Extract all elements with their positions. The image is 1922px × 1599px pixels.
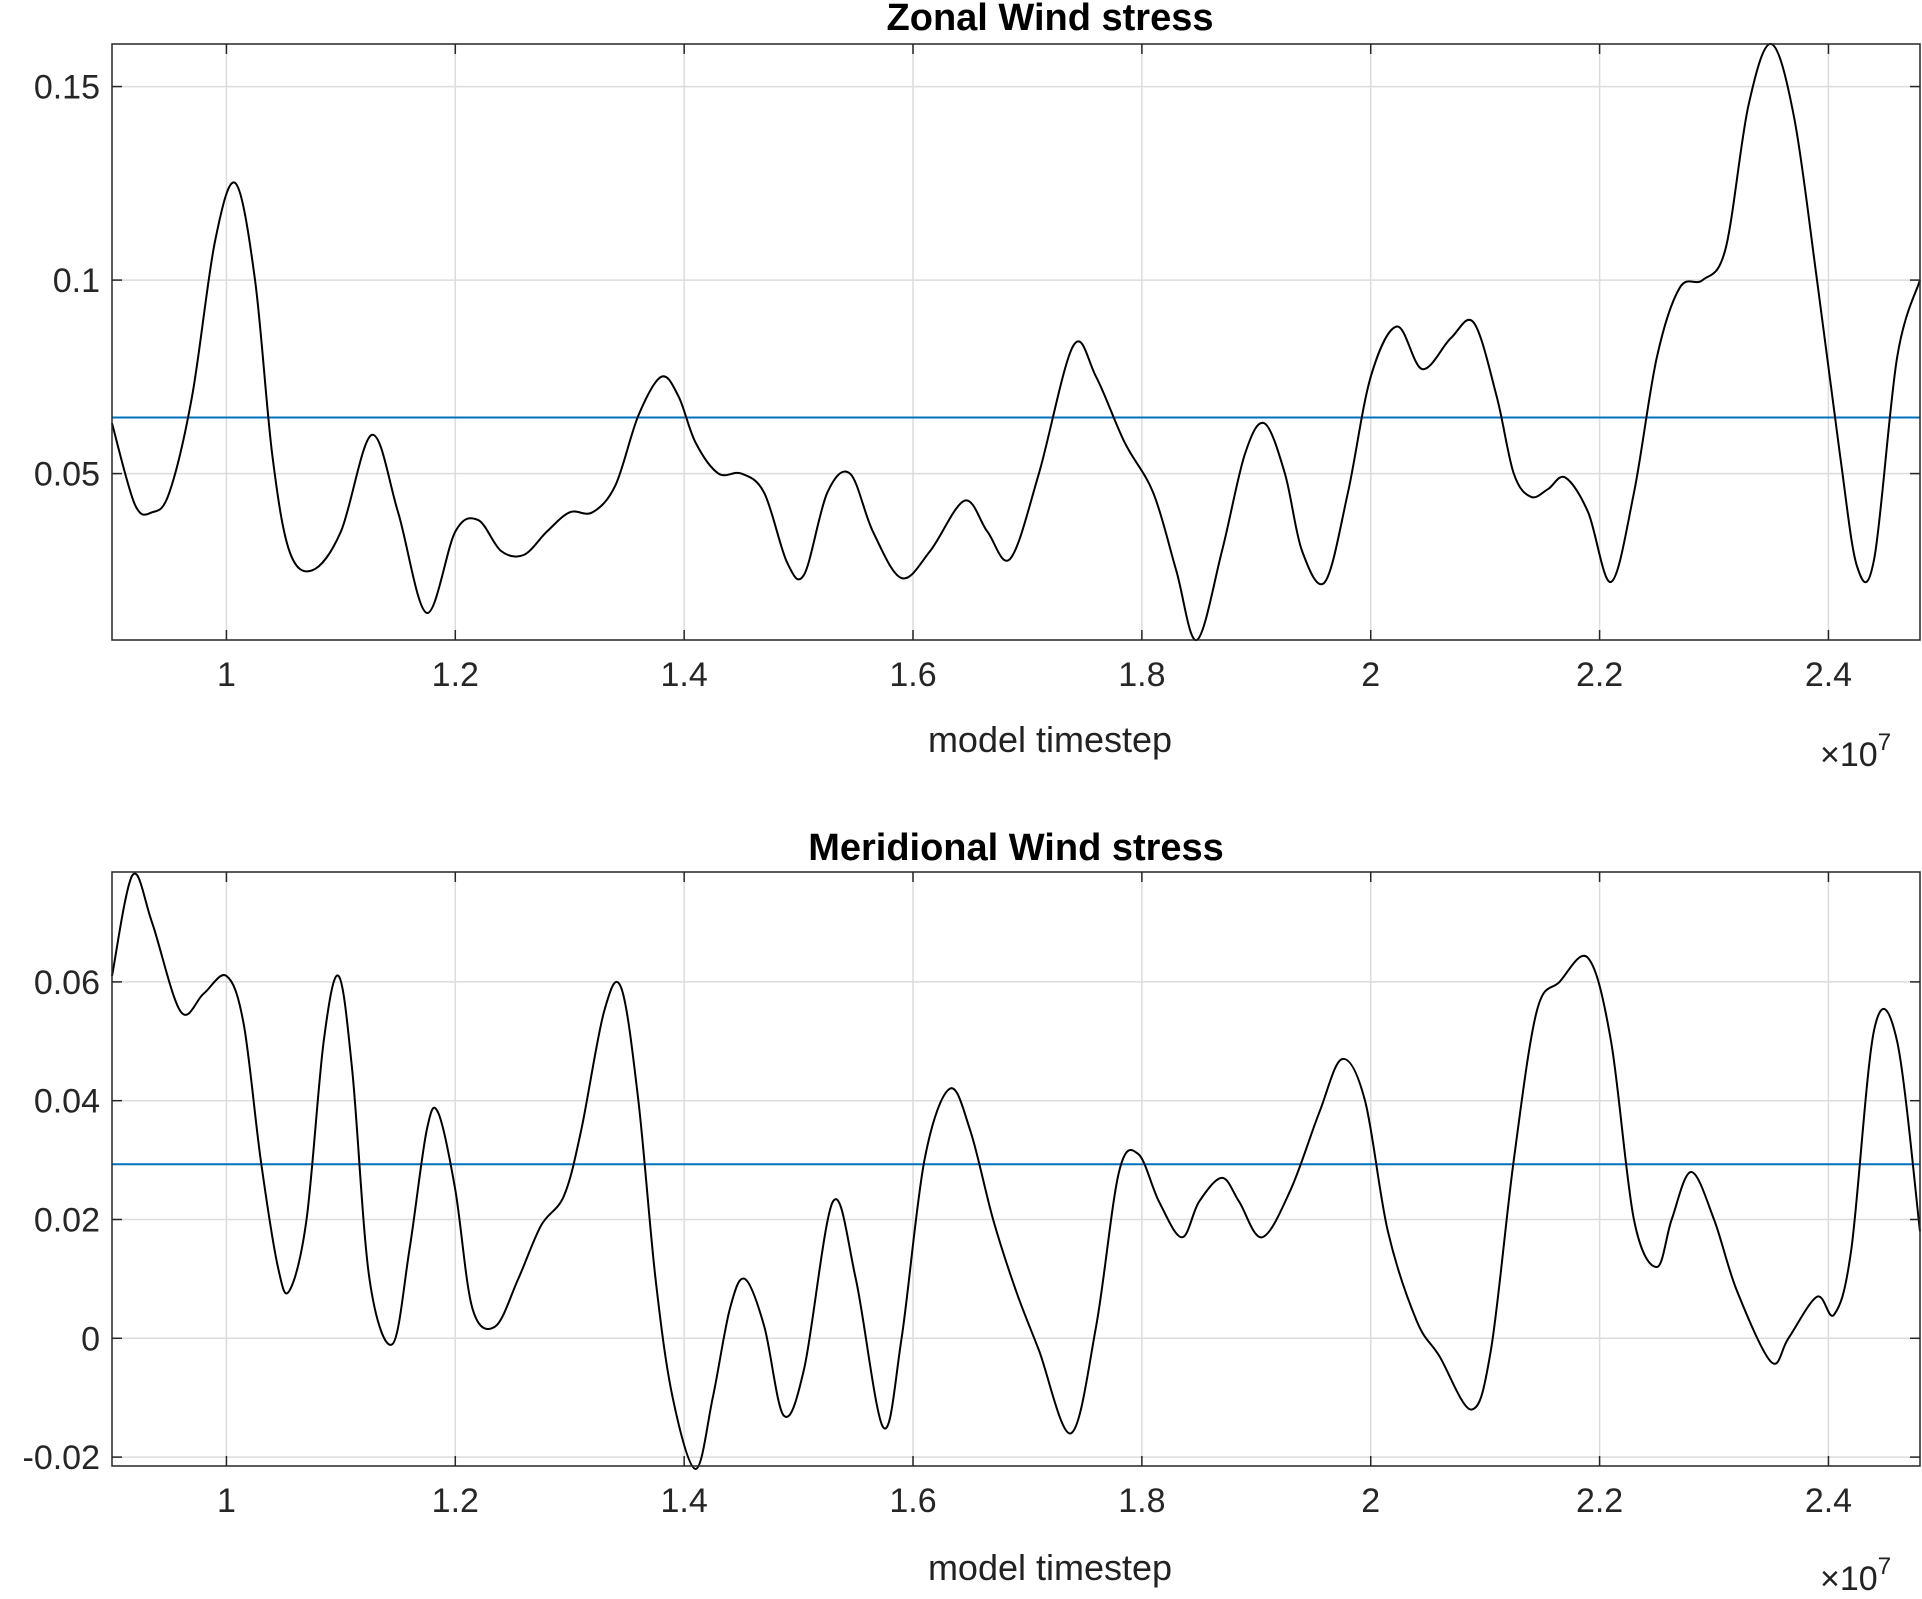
meridional-y-tick-label: 0.06 bbox=[34, 964, 100, 1002]
zonal-series-line bbox=[111, 43, 1921, 641]
meridional-title: Meridional Wind stress bbox=[808, 827, 1224, 869]
zonal-x-exponent: ×107 bbox=[1820, 729, 1891, 774]
zonal-y-tick-labels: 0.05 0.1 0.15 bbox=[34, 69, 100, 494]
zonal-x-tick-label: 2.4 bbox=[1805, 656, 1852, 694]
meridional-y-tick-label: 0 bbox=[81, 1320, 100, 1358]
zonal-y-tick-label: 0.05 bbox=[34, 456, 100, 494]
zonal-subplot: 1 1.2 1.4 1.6 1.8 2 2.2 2.4 0.05 0.1 0.15 Zonal W… bbox=[34, 0, 1921, 774]
meridional-axes-frame bbox=[111, 871, 1921, 1467]
zonal-y-tick-label: 0.15 bbox=[34, 69, 100, 107]
zonal-x-axis-label: model timestep bbox=[928, 719, 1172, 760]
zonal-x-tick-label: 2 bbox=[1361, 656, 1380, 694]
meridional-series-group bbox=[111, 872, 1921, 1470]
meridional-subplot: 1 1.2 1.4 1.6 1.8 2 2.2 2.4 -0.0200.020.040.06 … bbox=[23, 827, 1921, 1598]
zonal-x-tick-label: 1.4 bbox=[661, 656, 708, 694]
zonal-axes-box bbox=[111, 43, 1921, 641]
meridional-x-tick-label: 2.2 bbox=[1576, 1482, 1623, 1520]
meridional-x-exponent-base: ×10 bbox=[1820, 1560, 1878, 1594]
zonal-x-exponent-power: 7 bbox=[1878, 729, 1891, 756]
meridional-y-tick-label: 0.02 bbox=[34, 1201, 100, 1239]
zonal-y-tick-label: 0.1 bbox=[53, 262, 100, 300]
meridional-x-tick-label: 1 bbox=[217, 1482, 236, 1520]
meridional-x-exponent: ×107 bbox=[1820, 1553, 1891, 1594]
meridional-y-tick-label: 0.04 bbox=[34, 1083, 100, 1121]
zonal-x-exponent-base: ×10 bbox=[1820, 736, 1878, 774]
meridional-x-axis-label: model timestep bbox=[928, 1547, 1172, 1588]
zonal-title: Zonal Wind stress bbox=[887, 0, 1214, 39]
meridional-series-line bbox=[111, 872, 1921, 1470]
meridional-x-exponent-power: 7 bbox=[1878, 1553, 1891, 1580]
zonal-axes-frame bbox=[111, 43, 1921, 641]
meridional-x-tick-label: 1.4 bbox=[661, 1482, 708, 1520]
zonal-series-group bbox=[111, 43, 1921, 641]
meridional-x-tick-label: 1.6 bbox=[889, 1482, 936, 1520]
zonal-x-tick-label: 2.2 bbox=[1576, 656, 1623, 694]
zonal-x-tick-label: 1 bbox=[217, 656, 236, 694]
zonal-x-tick-label: 1.8 bbox=[1118, 656, 1165, 694]
meridional-y-tick-label: -0.02 bbox=[23, 1439, 101, 1477]
zonal-x-tick-labels: 1 1.2 1.4 1.6 1.8 2 2.2 2.4 bbox=[217, 656, 1852, 694]
zonal-x-tick-label: 1.2 bbox=[432, 656, 479, 694]
meridional-axes-box bbox=[111, 871, 1921, 1467]
meridional-x-tick-label: 1.8 bbox=[1118, 1482, 1165, 1520]
meridional-x-tick-label: 2.4 bbox=[1805, 1482, 1852, 1520]
meridional-y-tick-labels: -0.02 0 0.02 0.04 0.06 bbox=[23, 964, 101, 1477]
meridional-x-tick-label: 2 bbox=[1361, 1482, 1380, 1520]
meridional-x-tick-labels: 1 1.2 1.4 1.6 1.8 2 2.2 2.4 bbox=[217, 1482, 1852, 1520]
meridional-x-tick-label: 1.2 bbox=[432, 1482, 479, 1520]
zonal-x-tick-label: 1.6 bbox=[889, 656, 936, 694]
zonal-grid bbox=[112, 44, 1920, 640]
